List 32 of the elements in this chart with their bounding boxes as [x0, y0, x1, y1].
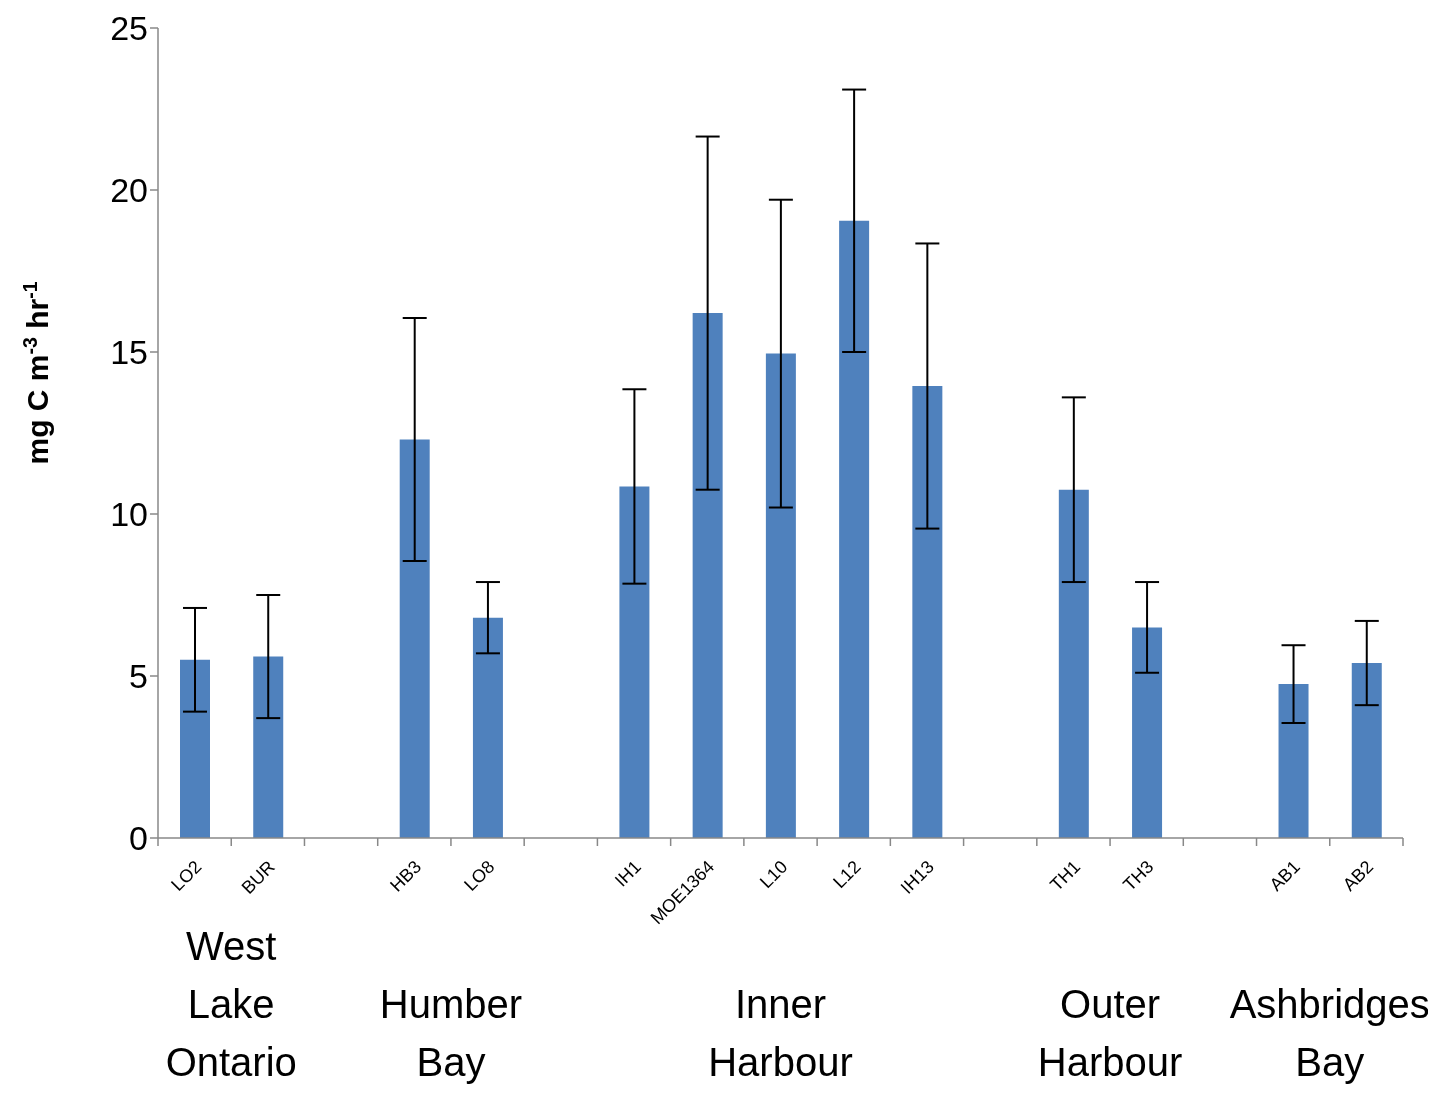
y-tick-label: 20 — [110, 171, 148, 210]
y-tick-label: 10 — [110, 495, 148, 534]
x-tick-label: AB1 — [1265, 856, 1304, 895]
bar — [912, 386, 943, 838]
bar — [1278, 684, 1309, 838]
x-tick-label: LO8 — [460, 856, 499, 895]
x-tick-label: TH1 — [1046, 856, 1085, 895]
bar — [839, 220, 870, 838]
bar — [692, 313, 723, 838]
x-tick-label: TH3 — [1119, 856, 1158, 895]
bar — [1058, 489, 1089, 838]
text: Humber Bay — [379, 982, 523, 1084]
bar — [180, 659, 210, 838]
x-tick-label: L10 — [755, 856, 792, 893]
y-tick-label: 25 — [110, 9, 148, 48]
x-tick-label: L12 — [829, 856, 865, 893]
bar — [619, 486, 650, 838]
text: Outer Harbour — [1037, 982, 1183, 1084]
bar — [1132, 627, 1163, 838]
bar — [399, 439, 430, 838]
bar — [765, 353, 796, 838]
bar — [472, 617, 503, 838]
y-tick-label: 0 — [129, 819, 148, 858]
bar — [1351, 663, 1382, 838]
text: Inner Harbour — [708, 982, 853, 1084]
text: Ashbridges Bay — [1229, 982, 1430, 1084]
y-tick-label: 5 — [129, 657, 148, 696]
text: West Lake Ontario — [165, 924, 297, 1084]
x-tick-label: IH1 — [610, 856, 645, 891]
bar — [253, 656, 284, 838]
y-tick-label: 15 — [110, 333, 148, 372]
x-tick-label: LO2 — [167, 856, 206, 895]
